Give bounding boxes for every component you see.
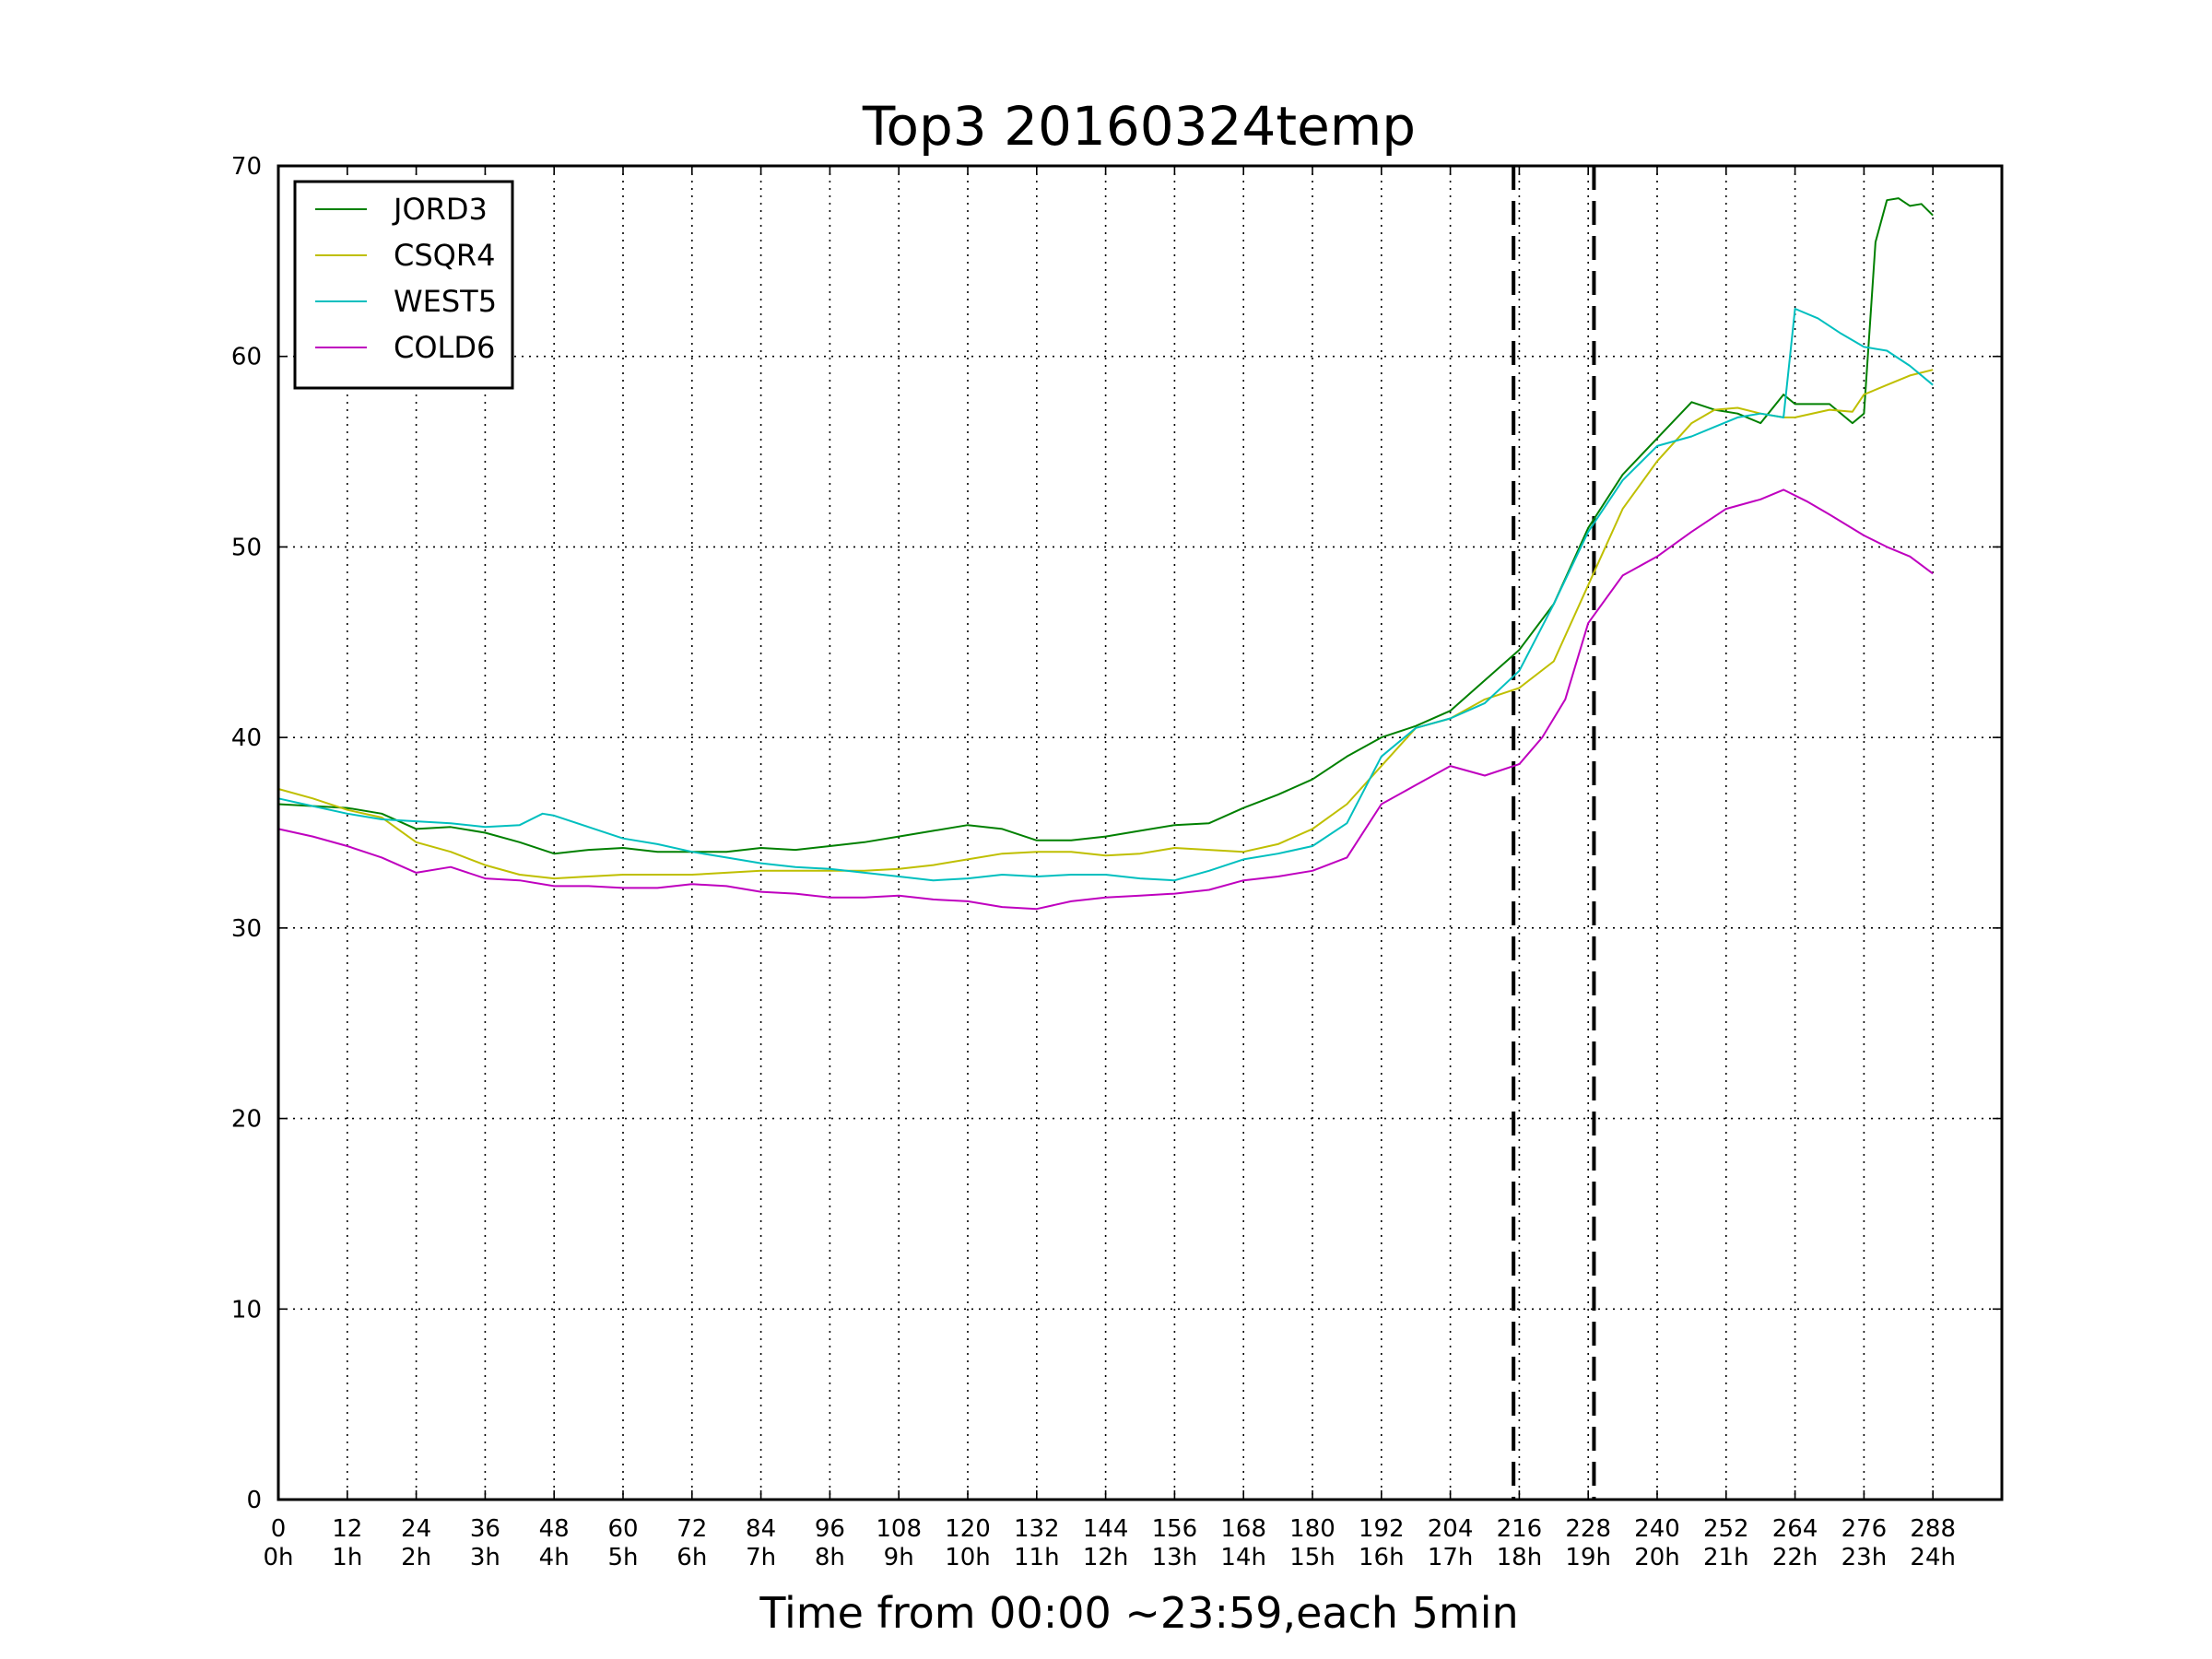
y-tick-label: 50 [231, 534, 262, 561]
x-tick-label: 48 [539, 1515, 570, 1543]
x-tick-label: 0 [271, 1515, 287, 1543]
x-tick-label: 252 [1703, 1515, 1749, 1543]
x-tick-sublabel: 15h [1289, 1544, 1335, 1571]
x-tick-label: 192 [1359, 1515, 1405, 1543]
x-tick-label: 84 [746, 1515, 776, 1543]
x-tick-label: 228 [1565, 1515, 1611, 1543]
x-tick-label: 180 [1289, 1515, 1335, 1543]
x-tick-sublabel: 9h [884, 1544, 914, 1571]
x-tick-label: 216 [1497, 1515, 1543, 1543]
legend: JORD3 CSQR4 WEST5 COLD6 [293, 180, 514, 390]
y-tick-label: 30 [231, 915, 262, 943]
x-tick-label: 132 [1014, 1515, 1060, 1543]
legend-label-csqr4: CSQR4 [394, 238, 495, 273]
x-tick-label: 288 [1910, 1515, 1956, 1543]
x-tick-sublabel: 4h [539, 1544, 570, 1571]
x-tick-label: 156 [1152, 1515, 1198, 1543]
x-axis-label: Time from 00:00 ~23:59,each 5min [759, 1588, 1518, 1638]
plot-area-frame [276, 164, 2004, 1501]
y-tick-label: 40 [231, 724, 262, 752]
x-tick-sublabel: 5h [607, 1544, 638, 1571]
y-tick-label: 0 [246, 1487, 262, 1514]
x-tick-sublabel: 21h [1703, 1544, 1749, 1571]
reference-lines [1512, 166, 1596, 1500]
x-tick-sublabel: 24h [1910, 1544, 1956, 1571]
x-tick-sublabel: 13h [1152, 1544, 1198, 1571]
y-tick-label: 20 [231, 1106, 262, 1134]
x-tick-label: 168 [1220, 1515, 1266, 1543]
x-tick-label: 108 [876, 1515, 922, 1543]
series-line-cold6 [277, 488, 1934, 911]
x-tick-sublabel: 23h [1841, 1544, 1888, 1571]
axis-ticks: 00h121h242h363h484h605h726h847h968h1089h… [231, 153, 2002, 1571]
x-tick-label: 264 [1772, 1515, 1818, 1543]
x-tick-sublabel: 14h [1220, 1544, 1266, 1571]
x-tick-sublabel: 7h [746, 1544, 776, 1571]
x-tick-sublabel: 19h [1565, 1544, 1611, 1571]
grid [278, 166, 2002, 1500]
x-tick-sublabel: 3h [470, 1544, 500, 1571]
legend-label-cold6: COLD6 [394, 330, 495, 365]
x-tick-label: 120 [945, 1515, 991, 1543]
x-tick-label: 144 [1083, 1515, 1129, 1543]
x-tick-label: 240 [1634, 1515, 1680, 1543]
x-tick-sublabel: 16h [1359, 1544, 1405, 1571]
x-tick-sublabel: 2h [401, 1544, 431, 1571]
x-tick-label: 60 [607, 1515, 638, 1543]
series-group [277, 197, 1934, 911]
y-tick-label: 60 [231, 344, 262, 371]
x-tick-sublabel: 20h [1634, 1544, 1680, 1571]
x-tick-sublabel: 1h [332, 1544, 362, 1571]
x-tick-sublabel: 11h [1014, 1544, 1060, 1571]
x-tick-label: 24 [401, 1515, 431, 1543]
series-line-west5 [277, 308, 1934, 882]
legend-label-west5: WEST5 [394, 284, 497, 319]
x-tick-sublabel: 22h [1772, 1544, 1818, 1571]
x-tick-sublabel: 10h [945, 1544, 991, 1571]
legend-box [293, 180, 514, 390]
x-tick-label: 276 [1841, 1515, 1888, 1543]
x-tick-sublabel: 18h [1497, 1544, 1543, 1571]
legend-label-jord3: JORD3 [392, 192, 488, 227]
x-tick-label: 72 [677, 1515, 707, 1543]
x-tick-label: 204 [1428, 1515, 1474, 1543]
x-tick-label: 96 [815, 1515, 845, 1543]
chart-title: Top3 20160324temp [862, 95, 1416, 158]
x-tick-sublabel: 0h [263, 1544, 293, 1571]
x-tick-sublabel: 6h [677, 1544, 707, 1571]
x-tick-label: 36 [470, 1515, 500, 1543]
series-line-jord3 [277, 197, 1934, 855]
y-tick-label: 10 [231, 1296, 262, 1324]
y-tick-label: 70 [231, 153, 262, 181]
x-tick-label: 12 [332, 1515, 362, 1543]
x-tick-sublabel: 17h [1428, 1544, 1474, 1571]
series-line-csqr4 [277, 369, 1934, 880]
x-tick-sublabel: 8h [815, 1544, 845, 1571]
x-tick-sublabel: 12h [1083, 1544, 1129, 1571]
